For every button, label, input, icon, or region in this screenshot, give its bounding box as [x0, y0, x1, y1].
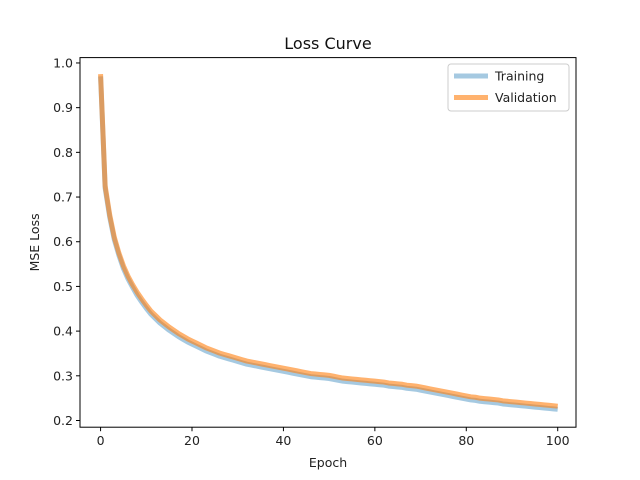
series-layer [98, 74, 558, 412]
series-line-validation [98, 74, 558, 409]
x-tick-label: 80 [458, 433, 474, 448]
x-tick-label: 100 [546, 433, 570, 448]
y-tick-label: 0.4 [53, 324, 73, 339]
x-tick-label: 40 [275, 433, 291, 448]
y-tick-label: 0.9 [53, 100, 73, 115]
y-axis-label: MSE Loss [27, 213, 42, 271]
x-axis-label: Epoch [309, 455, 347, 470]
x-tick-label: 0 [97, 433, 105, 448]
x-tick-label: 60 [367, 433, 383, 448]
plot-frame [79, 57, 577, 428]
legend-label-training: Training [494, 69, 544, 84]
y-tick-label: 0.7 [53, 190, 73, 205]
legend-label-validation: Validation [495, 90, 557, 105]
chart-title: Loss Curve [284, 34, 371, 53]
y-tick-label: 0.8 [53, 145, 73, 160]
y-tick-label: 0.6 [53, 234, 73, 249]
y-tick-label: 0.2 [53, 413, 73, 428]
y-tick-label: 0.5 [53, 279, 73, 294]
y-tick-label: 0.3 [53, 368, 73, 383]
y-tick-label: 1.0 [53, 55, 73, 70]
series-line-training [98, 76, 558, 412]
x-axis-ticks: 0 20 40 60 80 100 [97, 427, 570, 448]
y-axis-ticks: 0.2 0.3 0.4 0.5 0.6 0.7 0.8 0.9 1.0 [53, 55, 80, 428]
x-tick-label: 20 [184, 433, 200, 448]
legend: Training Validation [447, 63, 570, 112]
